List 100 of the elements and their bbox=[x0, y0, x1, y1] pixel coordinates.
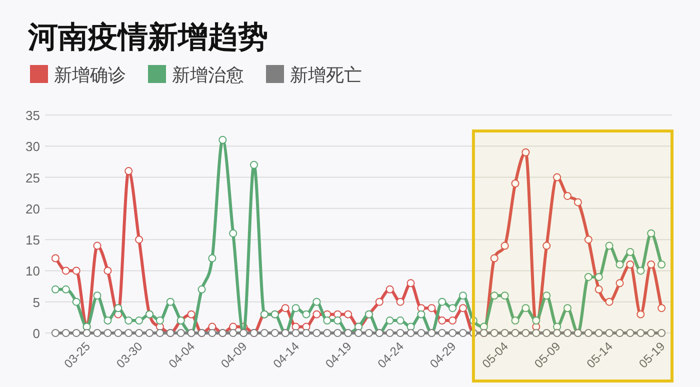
y-tick-label: 20 bbox=[26, 201, 40, 216]
point bbox=[564, 304, 572, 312]
point bbox=[658, 329, 666, 337]
point bbox=[82, 329, 91, 337]
point bbox=[354, 329, 362, 337]
point bbox=[605, 298, 614, 306]
point bbox=[229, 329, 238, 337]
point bbox=[166, 298, 174, 306]
point bbox=[218, 136, 227, 144]
point bbox=[396, 329, 404, 337]
y-tick-label: 10 bbox=[26, 264, 40, 279]
point bbox=[364, 329, 373, 337]
point bbox=[626, 248, 634, 256]
point bbox=[124, 316, 133, 325]
point bbox=[135, 329, 144, 337]
legend-label: 新增治愈 bbox=[172, 65, 244, 85]
point bbox=[334, 316, 342, 325]
point bbox=[584, 236, 592, 244]
point bbox=[490, 329, 498, 337]
point bbox=[302, 310, 310, 318]
point bbox=[626, 260, 634, 268]
point bbox=[312, 310, 321, 318]
point bbox=[198, 285, 206, 294]
point bbox=[459, 329, 467, 337]
y-tick-label: 0 bbox=[32, 326, 40, 341]
point bbox=[459, 292, 467, 300]
point bbox=[114, 329, 122, 337]
point bbox=[334, 329, 342, 337]
point bbox=[511, 316, 520, 325]
point bbox=[636, 266, 645, 275]
point bbox=[208, 329, 216, 337]
point bbox=[542, 242, 551, 250]
point bbox=[594, 329, 603, 337]
point bbox=[72, 298, 80, 306]
legend-label: 新增死亡 bbox=[290, 65, 362, 85]
point bbox=[292, 329, 300, 337]
point bbox=[250, 160, 258, 169]
point bbox=[323, 329, 332, 337]
point bbox=[542, 329, 551, 337]
y-tick-label: 5 bbox=[32, 294, 40, 310]
point bbox=[500, 329, 509, 337]
point bbox=[594, 272, 603, 281]
point bbox=[522, 329, 530, 337]
point bbox=[647, 329, 656, 337]
point bbox=[51, 329, 60, 337]
point bbox=[584, 329, 592, 337]
point bbox=[574, 198, 582, 206]
point bbox=[469, 316, 478, 325]
point bbox=[386, 285, 394, 294]
point bbox=[532, 316, 540, 325]
point bbox=[438, 298, 446, 306]
point bbox=[616, 279, 624, 288]
point bbox=[564, 329, 572, 337]
point bbox=[229, 229, 238, 238]
point bbox=[438, 329, 446, 337]
point bbox=[135, 236, 144, 244]
point bbox=[616, 329, 624, 337]
point bbox=[500, 242, 509, 250]
point bbox=[553, 329, 562, 337]
point bbox=[553, 173, 562, 182]
point bbox=[62, 285, 70, 294]
point bbox=[312, 329, 321, 337]
point bbox=[542, 292, 551, 300]
point bbox=[72, 329, 80, 337]
point bbox=[146, 329, 154, 337]
point bbox=[93, 292, 102, 300]
point bbox=[428, 304, 436, 312]
point bbox=[260, 329, 268, 337]
point bbox=[302, 329, 310, 337]
point bbox=[605, 329, 614, 337]
point bbox=[636, 310, 645, 318]
point bbox=[459, 304, 467, 312]
point bbox=[156, 329, 164, 337]
point bbox=[396, 316, 404, 325]
point bbox=[626, 329, 634, 337]
point bbox=[647, 260, 656, 268]
point bbox=[522, 148, 530, 156]
point bbox=[490, 292, 498, 300]
point bbox=[270, 329, 279, 337]
point bbox=[417, 329, 426, 337]
point bbox=[344, 310, 352, 318]
point bbox=[281, 304, 290, 312]
point bbox=[658, 260, 666, 268]
point bbox=[647, 229, 656, 238]
point bbox=[51, 254, 60, 262]
point bbox=[448, 329, 457, 337]
point bbox=[176, 329, 185, 337]
y-tick-label: 15 bbox=[26, 232, 40, 248]
point bbox=[594, 285, 603, 294]
point bbox=[616, 260, 624, 268]
point bbox=[62, 266, 70, 275]
point bbox=[124, 167, 133, 176]
point bbox=[114, 304, 122, 312]
point bbox=[135, 316, 144, 325]
point bbox=[564, 192, 572, 200]
point bbox=[62, 329, 70, 337]
point bbox=[658, 304, 666, 312]
point bbox=[312, 298, 321, 306]
point bbox=[375, 298, 384, 306]
point bbox=[605, 242, 614, 250]
